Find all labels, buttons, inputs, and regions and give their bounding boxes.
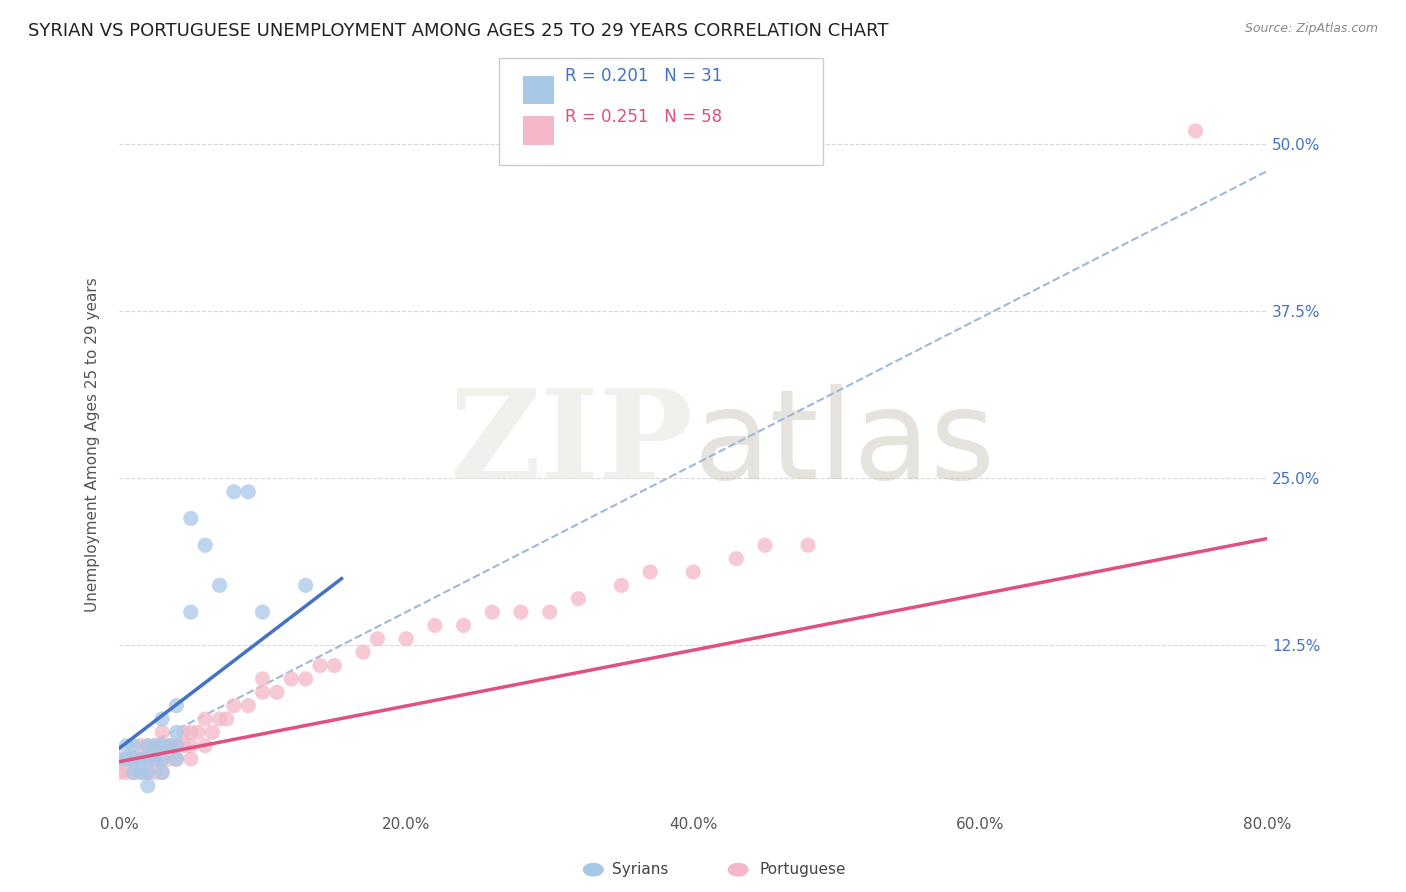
Text: SYRIAN VS PORTUGUESE UNEMPLOYMENT AMONG AGES 25 TO 29 YEARS CORRELATION CHART: SYRIAN VS PORTUGUESE UNEMPLOYMENT AMONG … xyxy=(28,22,889,40)
Point xyxy=(166,739,188,753)
Point xyxy=(166,739,188,753)
Point xyxy=(194,538,217,552)
Text: Portuguese: Portuguese xyxy=(759,863,846,877)
Point xyxy=(150,712,173,726)
Point xyxy=(294,578,316,592)
Point xyxy=(157,739,180,753)
Point xyxy=(150,752,173,766)
Point xyxy=(252,685,274,699)
Point xyxy=(122,739,145,753)
Point xyxy=(108,752,131,766)
Point xyxy=(280,672,302,686)
Point xyxy=(129,752,152,766)
Point xyxy=(136,752,159,766)
Point xyxy=(143,739,166,753)
Point xyxy=(166,698,188,713)
Text: Source: ZipAtlas.com: Source: ZipAtlas.com xyxy=(1244,22,1378,36)
Point xyxy=(222,698,245,713)
Point xyxy=(1184,124,1206,138)
Point xyxy=(136,765,159,780)
Point xyxy=(323,658,346,673)
Point xyxy=(129,765,152,780)
Point xyxy=(122,752,145,766)
Point xyxy=(215,712,238,726)
Point xyxy=(180,511,202,525)
Point xyxy=(150,765,173,780)
Point xyxy=(129,739,152,753)
Text: atlas: atlas xyxy=(693,384,995,506)
Text: ZIP: ZIP xyxy=(450,384,693,506)
Point xyxy=(510,605,533,619)
Y-axis label: Unemployment Among Ages 25 to 29 years: Unemployment Among Ages 25 to 29 years xyxy=(86,277,100,613)
Point xyxy=(173,725,195,739)
Point xyxy=(180,752,202,766)
Point xyxy=(166,752,188,766)
Point xyxy=(143,752,166,766)
Point xyxy=(238,484,260,499)
Point xyxy=(143,765,166,780)
Point xyxy=(180,605,202,619)
Point xyxy=(638,565,661,579)
Point xyxy=(208,578,231,592)
Text: R = 0.201   N = 31: R = 0.201 N = 31 xyxy=(565,67,723,85)
Point xyxy=(194,739,217,753)
Point xyxy=(309,658,332,673)
Point xyxy=(180,739,202,753)
Point xyxy=(122,765,145,780)
Point xyxy=(157,739,180,753)
Point xyxy=(122,765,145,780)
Point xyxy=(129,765,152,780)
Point xyxy=(238,698,260,713)
Point xyxy=(201,725,224,739)
Point xyxy=(725,551,748,566)
Point xyxy=(122,752,145,766)
Point xyxy=(754,538,776,552)
Point xyxy=(294,672,316,686)
Point xyxy=(481,605,503,619)
Point xyxy=(610,578,633,592)
Point xyxy=(136,765,159,780)
Point xyxy=(252,672,274,686)
Point xyxy=(453,618,475,632)
Point xyxy=(194,712,217,726)
Point xyxy=(166,725,188,739)
Point xyxy=(538,605,561,619)
Point xyxy=(136,739,159,753)
Point xyxy=(150,752,173,766)
Point xyxy=(136,739,159,753)
Point xyxy=(115,765,138,780)
Point xyxy=(423,618,446,632)
Point xyxy=(395,632,418,646)
Point xyxy=(173,739,195,753)
Point xyxy=(150,725,173,739)
Point xyxy=(143,739,166,753)
Point xyxy=(567,591,589,606)
Point xyxy=(682,565,704,579)
Point xyxy=(150,765,173,780)
Point xyxy=(136,779,159,793)
Point xyxy=(352,645,374,659)
Point xyxy=(180,725,202,739)
Text: Syrians: Syrians xyxy=(612,863,668,877)
Point xyxy=(187,725,209,739)
Point xyxy=(266,685,288,699)
Point xyxy=(143,752,166,766)
Point xyxy=(150,739,173,753)
Point xyxy=(108,765,131,780)
Point xyxy=(797,538,820,552)
Point xyxy=(157,752,180,766)
Point xyxy=(136,752,159,766)
Point xyxy=(115,752,138,766)
Point xyxy=(252,605,274,619)
Point xyxy=(115,739,138,753)
Point xyxy=(166,752,188,766)
Text: R = 0.251   N = 58: R = 0.251 N = 58 xyxy=(565,108,723,126)
Point xyxy=(115,752,138,766)
Point xyxy=(208,712,231,726)
Point xyxy=(222,484,245,499)
Point xyxy=(366,632,388,646)
Point xyxy=(150,739,173,753)
Point xyxy=(129,752,152,766)
